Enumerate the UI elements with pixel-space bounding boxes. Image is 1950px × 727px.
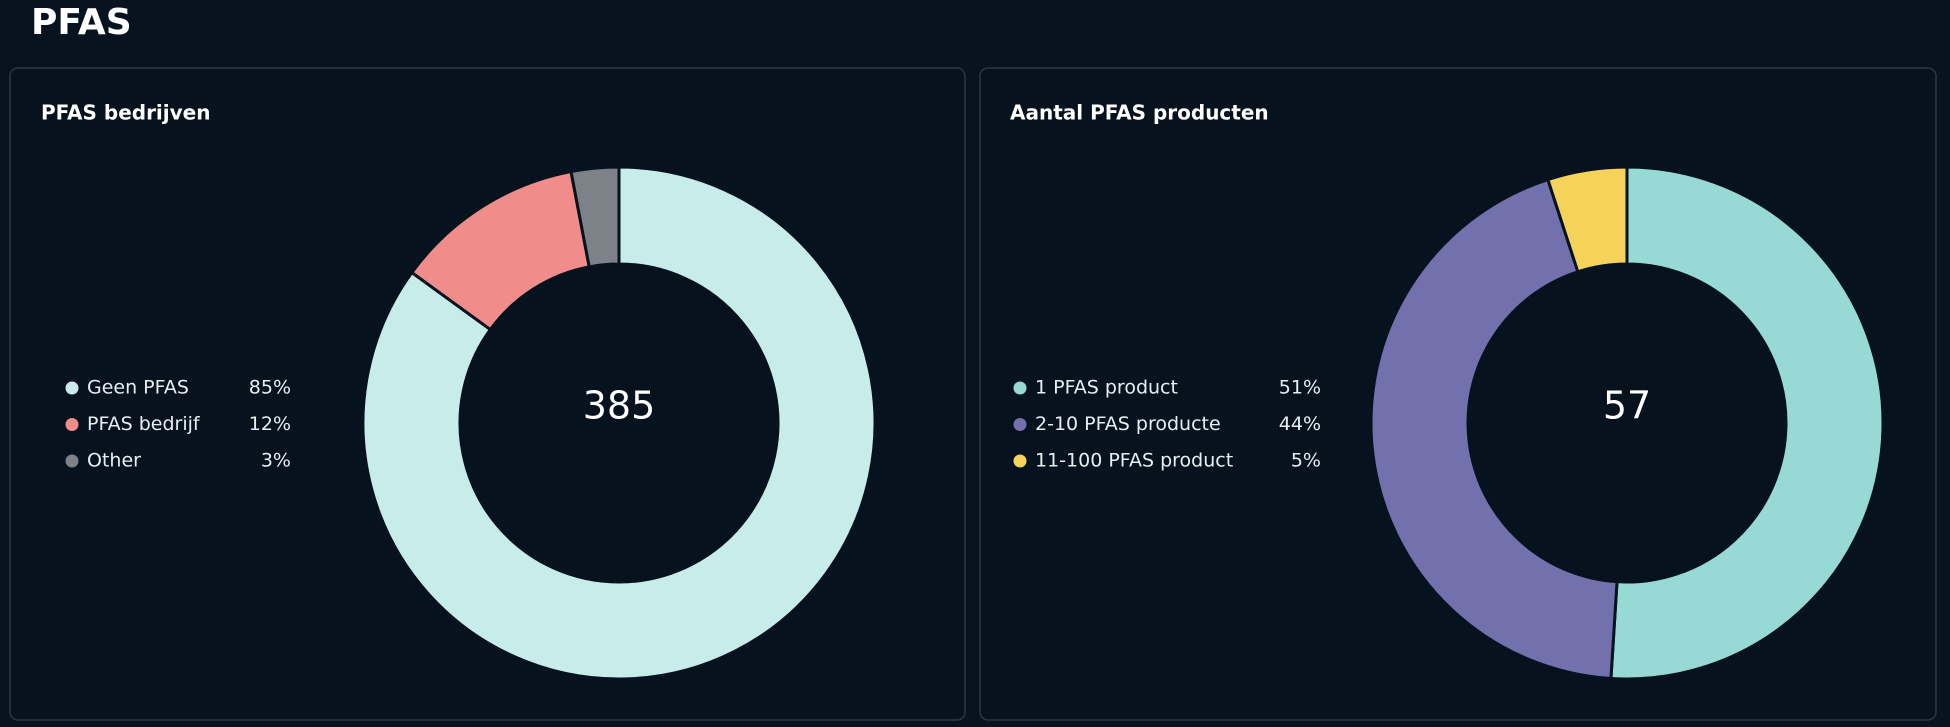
- legend-dot: [65, 418, 79, 431]
- donut-slice: [1609, 165, 1885, 681]
- legend-value: 85%: [249, 377, 291, 399]
- legend-label: 11-100 PFAS product: [1035, 450, 1233, 472]
- donut-slice: [1545, 165, 1629, 274]
- legend-label: Other: [87, 450, 141, 472]
- legend-dot: [1013, 454, 1027, 468]
- legend-value: 44%: [1279, 413, 1321, 435]
- donut-total: 385: [583, 384, 656, 428]
- legend-label: Geen PFAS: [87, 377, 189, 399]
- legend-label: PFAS bedrijf: [87, 413, 201, 435]
- legend-label: 1 PFAS product: [1035, 377, 1178, 399]
- donut-slice: [361, 165, 877, 681]
- donut-slice: [569, 165, 621, 269]
- legend-value: 5%: [1291, 450, 1321, 472]
- legend-label: 2-10 PFAS producte: [1035, 413, 1221, 435]
- legend-value: 3%: [261, 450, 291, 472]
- legend-dot: [1013, 381, 1027, 395]
- donut-slice: [1369, 177, 1619, 681]
- legend-dot: [65, 381, 79, 395]
- legend-value: 51%: [1279, 377, 1321, 399]
- legend-dot: [1013, 418, 1027, 431]
- legend-dot: [65, 454, 79, 468]
- panel-title: Aantal PFAS producten: [1010, 101, 1269, 125]
- legend-value: 12%: [249, 413, 291, 435]
- page-title: PFAS: [31, 2, 132, 43]
- donut-total: 57: [1603, 384, 1651, 428]
- panel-title: PFAS bedrijven: [41, 101, 210, 125]
